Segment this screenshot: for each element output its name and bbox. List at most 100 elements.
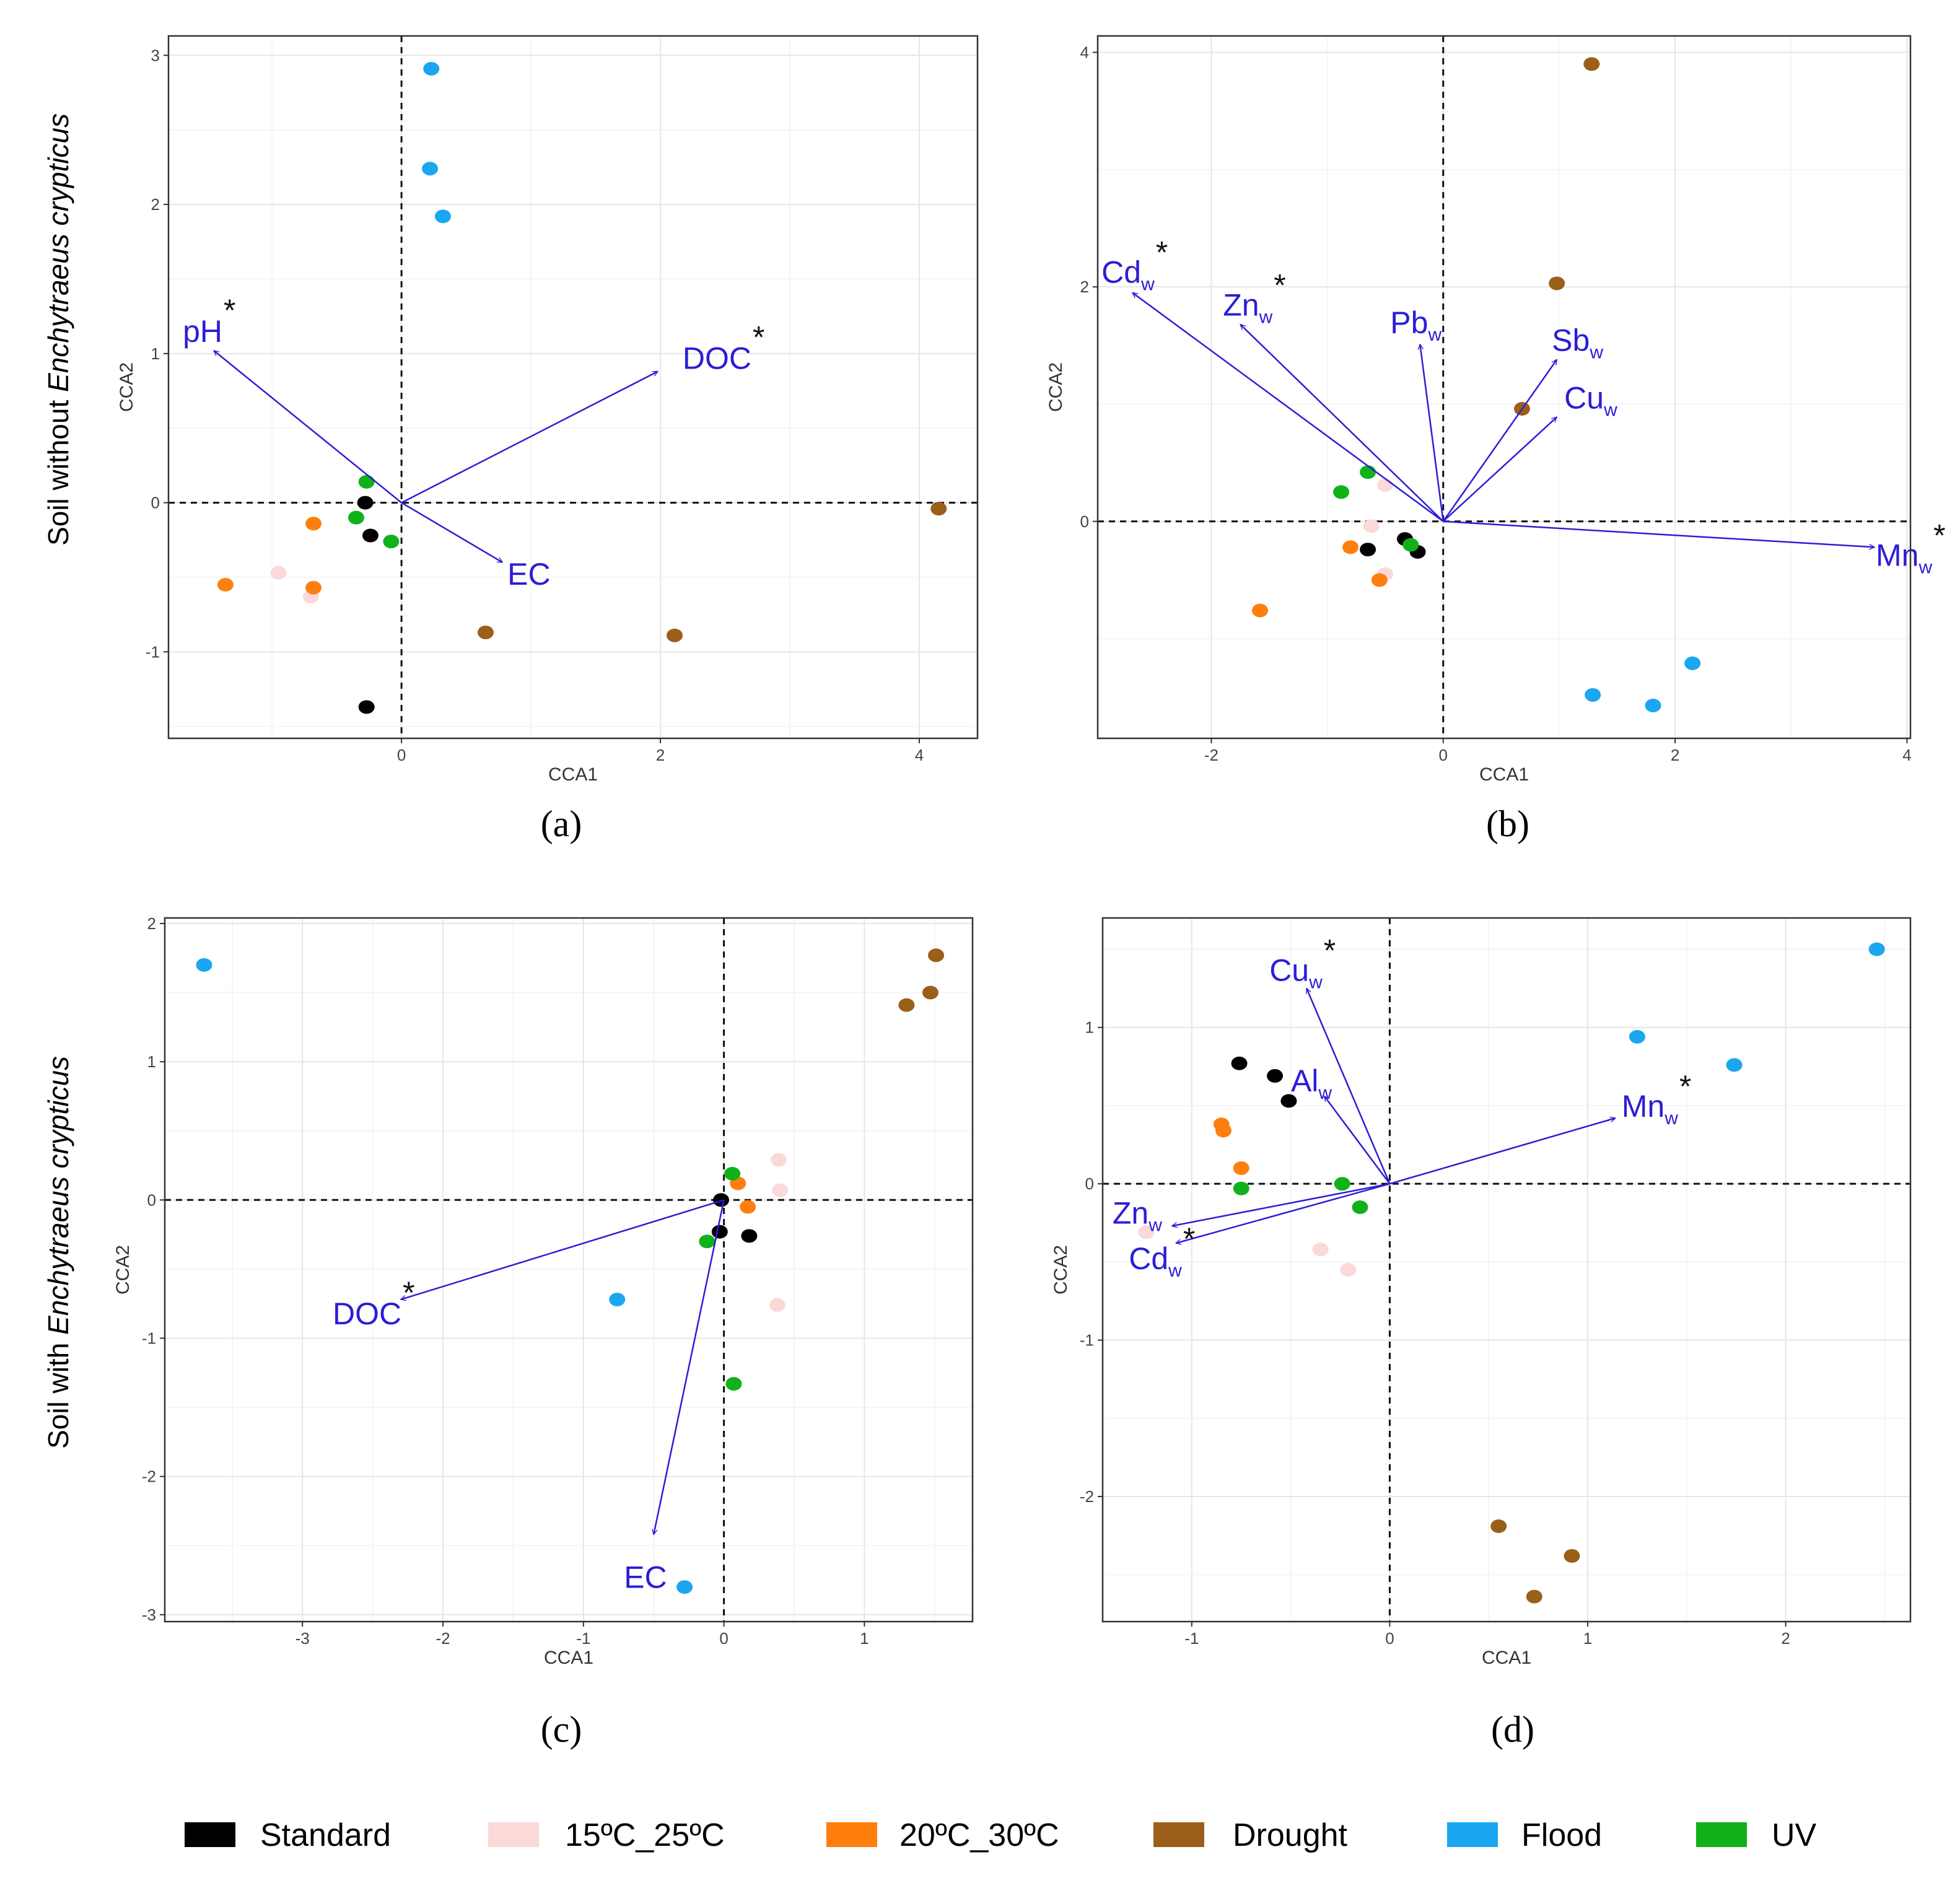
point-drought xyxy=(1490,1519,1507,1534)
vector-arrow-mn xyxy=(1443,520,1875,548)
point-standard xyxy=(1280,1094,1297,1108)
point-standard xyxy=(1231,1056,1248,1070)
point-drought xyxy=(1549,276,1565,291)
vector-arrow-zn xyxy=(1172,1182,1390,1226)
point-standard xyxy=(713,1193,730,1207)
x-tick-label: 4 xyxy=(1902,746,1911,764)
panel-c: -3 -2 -1 0 1 -3 -2 -1 0 1 2 CCA1 CCA2 DOC* EC xyxy=(113,914,974,1668)
point-15-c-25-c xyxy=(270,566,287,580)
y-tick-label: 0 xyxy=(1085,1174,1094,1193)
vector-name: Pb xyxy=(1390,305,1428,340)
vector-label-zn: Znw* xyxy=(1223,268,1286,328)
plot-background xyxy=(168,36,978,738)
point-standard xyxy=(358,700,375,714)
legend-label-uv: UV xyxy=(1772,1817,1817,1853)
vector-name: Cu xyxy=(1269,953,1309,988)
significance-star: * xyxy=(1156,235,1168,270)
point-uv xyxy=(725,1377,742,1391)
point-15-c-25-c xyxy=(1377,478,1394,492)
point-standard xyxy=(357,496,374,510)
point-flood xyxy=(434,209,451,224)
vector-arrow-cu xyxy=(1442,417,1557,522)
x-axis-title: CCA1 xyxy=(548,764,598,785)
vector-arrow-cd xyxy=(1176,1182,1390,1243)
vector-label-al: Alw xyxy=(1291,1064,1332,1103)
legend-swatch-drought xyxy=(1153,1822,1204,1847)
legend-label-standard: Standard xyxy=(260,1817,391,1853)
vector-name: DOC xyxy=(333,1296,401,1331)
legend-item-uv[interactable]: UV xyxy=(1696,1817,1817,1853)
point-uv xyxy=(1233,1181,1249,1195)
legend-item-flood[interactable]: Flood xyxy=(1447,1817,1602,1853)
legend-swatch-standard xyxy=(185,1822,235,1847)
point-20-c-30-c xyxy=(1252,603,1269,618)
significance-star: * xyxy=(1183,1221,1195,1256)
legend-swatch-uv xyxy=(1696,1822,1747,1847)
significance-star: * xyxy=(1679,1069,1691,1104)
y-tick-label: 1 xyxy=(1085,1018,1094,1037)
significance-star: * xyxy=(753,320,764,355)
point-flood xyxy=(1726,1058,1743,1072)
y-axis-title: CCA2 xyxy=(1051,1245,1071,1295)
vector-label-zn: Znw xyxy=(1113,1195,1162,1235)
point-drought xyxy=(1583,57,1600,71)
y-tick-label: -1 xyxy=(146,642,160,661)
plot-frame xyxy=(1101,917,1912,1623)
legend-item-15-25[interactable]: 15ºC_25ºC xyxy=(488,1817,725,1853)
point-drought xyxy=(667,628,683,642)
legend-item-20-30[interactable]: 20ºC_30ºC xyxy=(826,1817,1059,1853)
x-tick-label: 0 xyxy=(719,1629,728,1648)
vector-label-cu: Cuw* xyxy=(1269,933,1336,993)
y-tick-label: 1 xyxy=(151,344,160,363)
x-tick-label: 2 xyxy=(1671,746,1679,764)
point-drought xyxy=(930,502,947,516)
point-uv xyxy=(383,535,400,549)
legend-item-standard[interactable]: Standard xyxy=(185,1817,391,1853)
vector-label-mn: Mnw* xyxy=(1876,518,1946,577)
vector-name: pH xyxy=(183,314,222,349)
significance-star: * xyxy=(1274,268,1285,303)
point-flood xyxy=(1645,698,1661,712)
vector-subscript: w xyxy=(1918,557,1932,577)
y-tick-label: -1 xyxy=(142,1329,156,1347)
point-15-c-25-c xyxy=(769,1298,785,1312)
x-axis-title: CCA1 xyxy=(544,1648,593,1668)
panel-title-a: (a) xyxy=(541,803,582,844)
vector-name: Cd xyxy=(1101,255,1141,290)
point-15-c-25-c xyxy=(1363,519,1380,533)
x-axis-title: CCA1 xyxy=(1479,764,1529,785)
point-uv xyxy=(358,474,375,489)
vector-subscript: w xyxy=(1168,1260,1182,1281)
y-axis-title: CCA2 xyxy=(113,1245,133,1295)
point-drought xyxy=(477,626,494,640)
vector-name: Zn xyxy=(1113,1195,1148,1230)
point-20-c-30-c xyxy=(305,517,322,531)
point-drought xyxy=(922,985,938,1000)
y-tick-label: -3 xyxy=(142,1605,156,1624)
vector-name: Zn xyxy=(1223,288,1259,323)
legend-swatch-15-25 xyxy=(488,1822,539,1847)
x-tick-label: 0 xyxy=(1439,746,1448,764)
legend-item-drought[interactable]: Drought xyxy=(1153,1817,1348,1853)
vector-label-pb: Pbw xyxy=(1390,305,1442,345)
point-uv xyxy=(348,510,364,525)
x-tick-label: -2 xyxy=(435,1629,450,1648)
legend-label-drought: Drought xyxy=(1233,1817,1348,1853)
vector-subscript: w xyxy=(1427,325,1442,345)
vector-subscript: w xyxy=(1589,343,1603,363)
point-standard xyxy=(741,1229,758,1243)
vector-name: Al xyxy=(1291,1064,1318,1098)
x-tick-label: 0 xyxy=(1385,1629,1394,1648)
panel-title-c: (c) xyxy=(541,1709,582,1750)
point-drought xyxy=(898,998,915,1012)
point-flood xyxy=(196,958,212,972)
vector-name: Cu xyxy=(1564,380,1604,415)
point-20-c-30-c xyxy=(740,1200,756,1214)
vector-name: Mn xyxy=(1876,538,1918,572)
legend: Standard 15ºC_25ºC 20ºC_30ºC Drought Flo… xyxy=(185,1817,1817,1853)
y-tick-label: 4 xyxy=(1080,43,1089,62)
point-standard xyxy=(1267,1068,1284,1083)
vector-subscript: w xyxy=(1259,307,1273,328)
